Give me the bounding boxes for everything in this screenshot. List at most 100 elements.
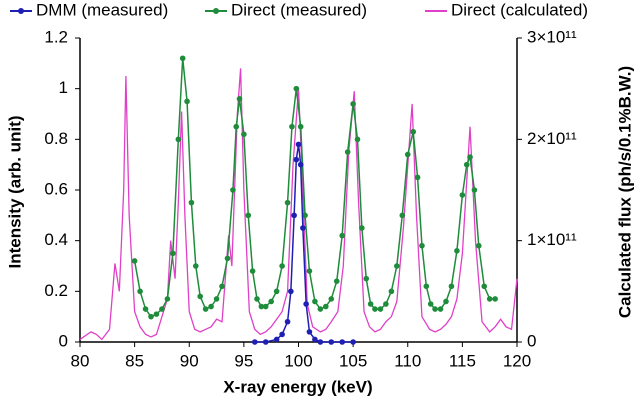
data-point (233, 123, 240, 130)
data-point (404, 151, 411, 158)
y2-axis-title: Calculated flux (ph/s/0.1%B.W.) (615, 66, 634, 318)
data-point (306, 329, 313, 335)
data-point (302, 212, 308, 219)
data-point (467, 154, 473, 160)
data-point (354, 136, 361, 143)
data-point (131, 258, 138, 264)
data-point (293, 85, 300, 92)
data-point (262, 339, 269, 345)
data-point (289, 123, 295, 130)
data-point (288, 288, 294, 295)
data-point (367, 301, 374, 307)
data-point (159, 306, 165, 312)
data-point (317, 306, 324, 312)
data-point (208, 303, 214, 310)
x-tick-label: 120 (503, 351, 531, 370)
data-point (410, 128, 417, 135)
data-point (252, 339, 258, 345)
y-tick-label: 1.2 (44, 27, 68, 46)
data-point (297, 161, 304, 168)
data-point (179, 55, 186, 62)
data-point (359, 225, 365, 231)
y2-tick-label: 2×10¹¹ (527, 129, 577, 148)
series-line (133, 58, 496, 318)
data-point (317, 339, 324, 345)
data-point (423, 283, 430, 290)
x-tick-label: 95 (234, 351, 253, 370)
data-point (262, 303, 269, 310)
y2-tick-label: 1×10¹¹ (527, 230, 577, 249)
data-point (459, 192, 466, 198)
series-line (79, 68, 518, 341)
data-point (284, 318, 291, 325)
data-point (297, 123, 304, 130)
x-tick-label: 110 (394, 351, 421, 370)
data-point (148, 313, 154, 320)
data-point (273, 336, 280, 343)
y-axis-title: Intensity (arb. unit) (5, 116, 24, 269)
data-point (350, 339, 356, 345)
legend-label: Direct (calculated) (451, 0, 588, 19)
y-tick-label: 0.8 (44, 129, 68, 148)
data-point (323, 303, 329, 310)
data-point (230, 187, 236, 193)
data-point (258, 303, 265, 310)
data-point (492, 296, 498, 302)
data-point (312, 336, 318, 343)
y2-tick-label: 3×10¹¹ (527, 27, 577, 46)
data-point (481, 283, 488, 290)
data-point (188, 199, 195, 206)
data-point (419, 242, 425, 249)
data-point (249, 268, 256, 274)
data-point (339, 232, 346, 239)
data-point (306, 268, 313, 274)
data-point (486, 296, 493, 302)
data-point (350, 101, 356, 107)
data-point (328, 296, 335, 302)
x-tick-label: 100 (284, 351, 312, 370)
data-point (279, 263, 285, 269)
data-point (213, 296, 220, 302)
data-point (245, 212, 252, 219)
data-point (437, 306, 444, 312)
data-point (202, 306, 209, 312)
data-point (193, 263, 199, 269)
legend-marker (213, 8, 219, 14)
data-point (279, 331, 285, 338)
data-point (303, 301, 309, 307)
data-point (184, 98, 190, 105)
data-point (399, 212, 406, 219)
data-point (394, 263, 400, 269)
y-tick-label: 0.4 (44, 230, 68, 249)
data-point (273, 288, 280, 295)
data-point (197, 293, 203, 300)
data-point (312, 298, 318, 305)
data-point (363, 275, 370, 282)
data-point (344, 149, 351, 155)
data-point (443, 298, 449, 305)
data-point (153, 311, 160, 317)
x-tick-label: 80 (71, 351, 90, 370)
data-point (463, 161, 470, 168)
data-point (170, 250, 176, 257)
legend-label: DMM (measured) (36, 0, 168, 19)
data-point (475, 242, 482, 249)
data-point (142, 306, 149, 312)
y-tick-label: 0 (59, 331, 68, 350)
data-point (295, 141, 302, 148)
data-point (175, 136, 182, 143)
legend-marker (18, 8, 24, 14)
data-point (219, 283, 225, 290)
data-point (300, 225, 306, 231)
data-point (268, 298, 274, 305)
data-point (448, 283, 455, 290)
data-point (284, 199, 291, 206)
data-point (236, 96, 243, 102)
data-point (137, 288, 143, 295)
data-point (224, 255, 231, 262)
data-point (432, 306, 438, 312)
y-tick-label: 0.6 (44, 179, 68, 198)
data-point (454, 248, 460, 254)
data-point (372, 306, 378, 312)
